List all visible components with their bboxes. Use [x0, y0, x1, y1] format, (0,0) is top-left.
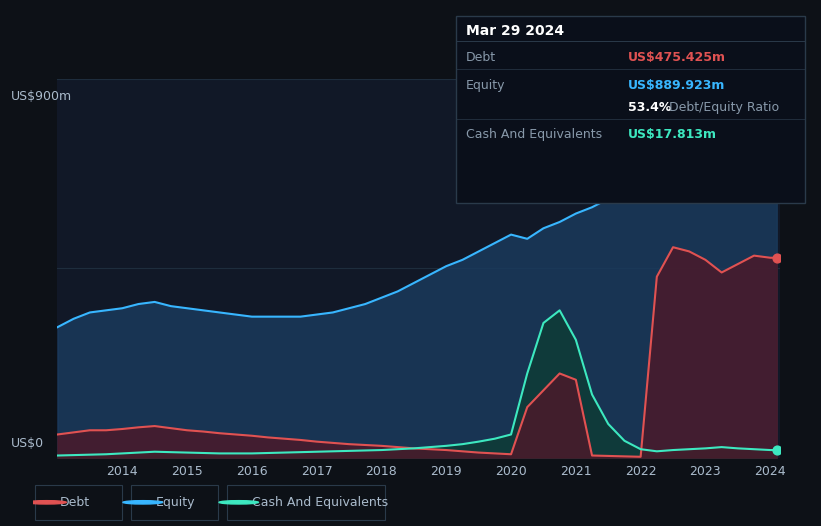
Text: Mar 29 2024: Mar 29 2024 [466, 24, 564, 37]
Text: Debt: Debt [466, 52, 496, 64]
Text: Debt: Debt [60, 496, 90, 509]
Text: US$900m: US$900m [11, 90, 71, 103]
Circle shape [219, 501, 259, 504]
Point [770, 79, 783, 87]
Text: Equity: Equity [156, 496, 195, 509]
FancyBboxPatch shape [456, 16, 805, 203]
Point [770, 446, 783, 454]
Point [800, 37, 810, 44]
Text: Debt/Equity Ratio: Debt/Equity Ratio [665, 101, 779, 114]
Text: Cash And Equivalents: Cash And Equivalents [252, 496, 388, 509]
Text: Equity: Equity [466, 79, 505, 92]
Point [770, 254, 783, 262]
Text: 53.4%: 53.4% [628, 101, 672, 114]
Circle shape [123, 501, 163, 504]
Point [451, 66, 461, 73]
Text: US$17.813m: US$17.813m [628, 128, 717, 141]
Text: US$0: US$0 [11, 437, 44, 450]
Point [800, 66, 810, 73]
Text: US$889.923m: US$889.923m [628, 79, 726, 92]
Circle shape [27, 501, 67, 504]
Point [451, 116, 461, 122]
Point [451, 37, 461, 44]
Text: Cash And Equivalents: Cash And Equivalents [466, 128, 602, 141]
Text: US$475.425m: US$475.425m [628, 52, 726, 64]
Point [800, 116, 810, 122]
